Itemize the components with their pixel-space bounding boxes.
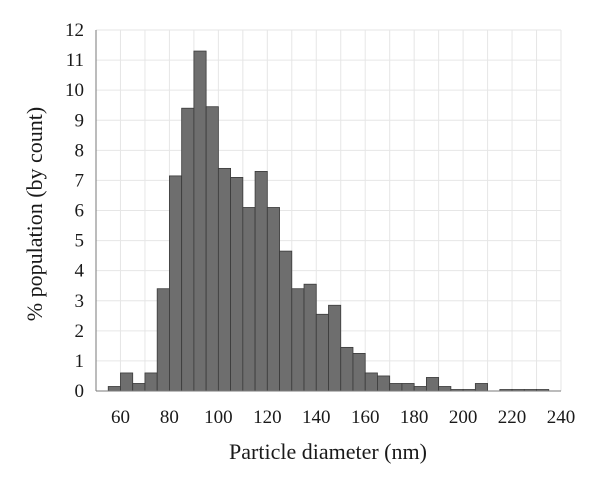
histogram-bar [120, 372, 134, 392]
y-tick-label: 2 [75, 321, 85, 342]
y-axis-title: % population (by count) [22, 107, 47, 321]
x-tick-labels: 60 80 100 120 140 160 180 200 220 240 [111, 407, 575, 428]
histogram-bar [230, 177, 244, 392]
histogram-bar [438, 386, 452, 392]
histogram-bar [181, 107, 195, 392]
histogram-bar [279, 250, 293, 392]
axis-layer [95, 30, 561, 392]
histogram-bar [401, 383, 415, 392]
histogram-bar [340, 346, 354, 392]
histogram-bar [144, 372, 158, 392]
y-tick-label: 11 [66, 50, 84, 71]
y-tick-label: 6 [75, 201, 85, 222]
x-tick-label: 240 [547, 407, 576, 428]
x-tick-label: 160 [351, 407, 380, 428]
histogram-bar [377, 375, 391, 392]
histogram-bar [156, 288, 170, 392]
histogram-bar [242, 207, 256, 392]
histogram-bar [303, 283, 317, 392]
x-tick-label: 140 [302, 407, 331, 428]
histogram-bar [364, 372, 378, 392]
x-tick-label: 120 [253, 407, 282, 428]
histogram-bar [315, 313, 329, 392]
histogram-bar [266, 207, 280, 392]
y-tick-label: 1 [75, 351, 85, 372]
bar-layer [107, 50, 550, 392]
histogram-bar [205, 106, 219, 392]
histogram-bar [291, 288, 305, 392]
y-tick-label: 7 [75, 170, 85, 191]
y-tick-label: 10 [65, 80, 84, 101]
histogram-bar [328, 304, 342, 392]
y-tick-label: 3 [75, 291, 85, 312]
histogram-bar [352, 352, 366, 392]
y-tick-label: 4 [75, 261, 85, 282]
y-tick-label: 9 [75, 110, 85, 131]
x-axis-title: Particle diameter (nm) [229, 439, 427, 464]
histogram-bar [425, 377, 440, 392]
histogram-bar [254, 170, 268, 392]
x-tick-label: 100 [204, 407, 233, 428]
y-tick-label: 5 [75, 231, 85, 252]
histogram-bar [474, 383, 488, 392]
histogram-bar [389, 383, 403, 392]
histogram-bar [193, 50, 207, 392]
y-tick-label: 12 [65, 20, 84, 41]
histogram-bar [413, 386, 427, 392]
x-tick-label: 200 [449, 407, 478, 428]
x-tick-label: 220 [498, 407, 527, 428]
histogram-bar [132, 383, 146, 392]
histogram-bar [107, 386, 121, 392]
histogram-bar [217, 167, 232, 392]
y-tick-label: 8 [75, 140, 85, 161]
x-tick-label: 80 [160, 407, 179, 428]
x-tick-label: 60 [111, 407, 130, 428]
y-tick-label: 0 [75, 381, 85, 402]
x-tick-label: 180 [400, 407, 429, 428]
histogram-bar [169, 175, 183, 392]
